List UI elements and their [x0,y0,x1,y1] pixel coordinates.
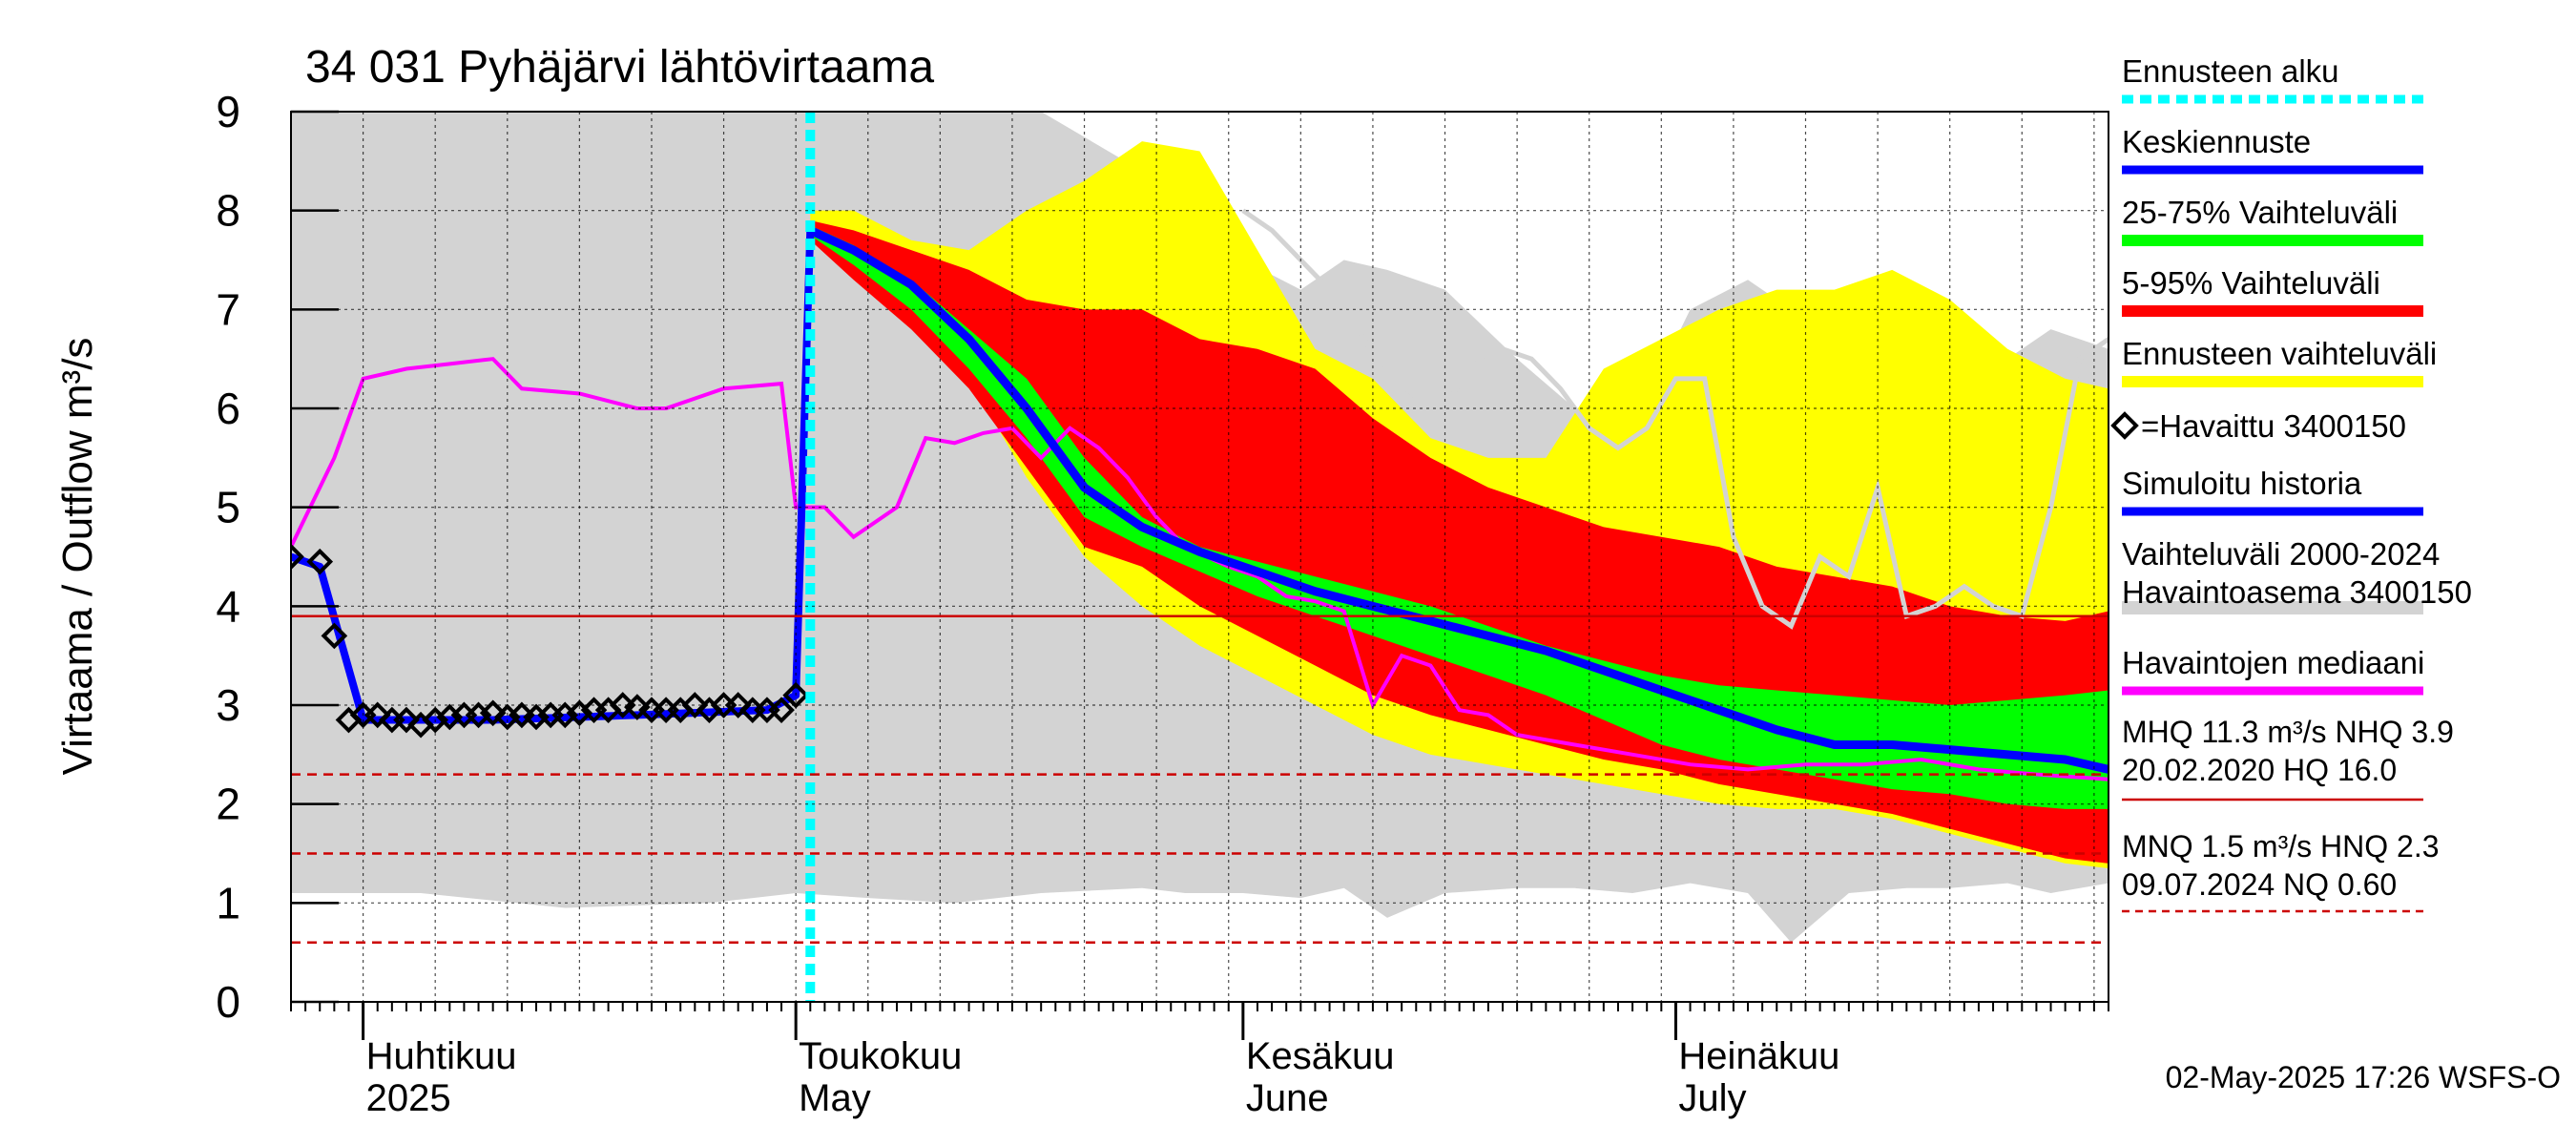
y-tick-label: 1 [216,878,240,927]
y-tick-label: 5 [216,483,240,532]
observed-point [321,622,348,650]
observed-point [306,548,334,575]
x-month-label: Kesäkuu [1246,1035,1395,1077]
legend-swatch [2122,601,2423,614]
y-tick-label: 2 [216,780,240,829]
legend-swatch [2122,376,2423,387]
plot-area [291,112,2109,1002]
legend-marker [2110,411,2139,440]
x-month-label: Toukokuu [799,1035,962,1077]
y-tick-label: 3 [216,680,240,730]
legend-label: 25-75% Vaihteluväli [2122,195,2398,230]
y-tick-label: 6 [216,384,240,433]
x-month-sublabel: 2025 [366,1077,451,1119]
observed-point [724,692,752,718]
y-tick-label: 4 [216,581,240,631]
legend-swatch [2122,235,2423,246]
observed-point [479,699,507,727]
y-tick-label: 7 [216,284,240,334]
x-month-sublabel: July [1678,1077,1746,1119]
y-tick-label: 8 [216,186,240,236]
legend-label: Havaintojen mediaani [2122,645,2424,680]
stats-line: MHQ 11.3 m³/s NHQ 3.9 [2122,715,2454,749]
observed-point [393,706,420,734]
observed-point [364,701,391,729]
simulated-history-line [291,230,815,724]
x-month-sublabel: May [799,1077,871,1119]
y-axis-label: Virtaama / Outflow m³/s [54,338,101,776]
observed-point [291,543,304,571]
legend-label: Ennusteen vaihteluväli [2122,336,2437,371]
observed-point [681,692,709,718]
y-tick-label: 0 [216,977,240,1027]
chart-title: 34 031 Pyhäjärvi lähtövirtaama [305,42,934,93]
legend-label: Keskiennuste [2122,124,2311,159]
median-line [291,357,2109,781]
observed-point [624,694,651,720]
footer-timestamp: 02-May-2025 17:26 WSFS-O [2166,1060,2561,1094]
stats-line: MNQ 1.5 m³/s HNQ 2.3 [2122,829,2440,864]
legend: Ennusteen alku Keskiennuste 25-75% Vaihtel… [2110,53,2472,913]
legend-label: Havaintoasema 3400150 [2122,574,2472,610]
legend-label: Ennusteen alku [2122,53,2339,89]
forecast-mean-line [808,226,2109,774]
x-month-sublabel: June [1246,1077,1329,1119]
legend-swatch [2122,305,2423,317]
legend-label: Vaihteluväli 2000-2024 [2122,536,2440,572]
legend-label: =Havaittu 3400150 [2141,408,2406,444]
stats-line: 09.07.2024 NQ 0.60 [2122,867,2397,902]
stats-line: 20.02.2020 HQ 16.0 [2122,753,2397,787]
reference-lines [291,614,2109,945]
legend-label: 5-95% Vaihteluväli [2122,265,2380,301]
x-month-label: Huhtikuu [366,1035,517,1077]
x-month-label: Heinäkuu [1678,1035,1839,1077]
y-tick-label: 9 [216,87,240,136]
observed-point [782,681,809,709]
gray-reference-line [1241,208,2109,630]
observed-point [768,697,795,724]
legend-label: Simuloitu historia [2122,466,2362,501]
